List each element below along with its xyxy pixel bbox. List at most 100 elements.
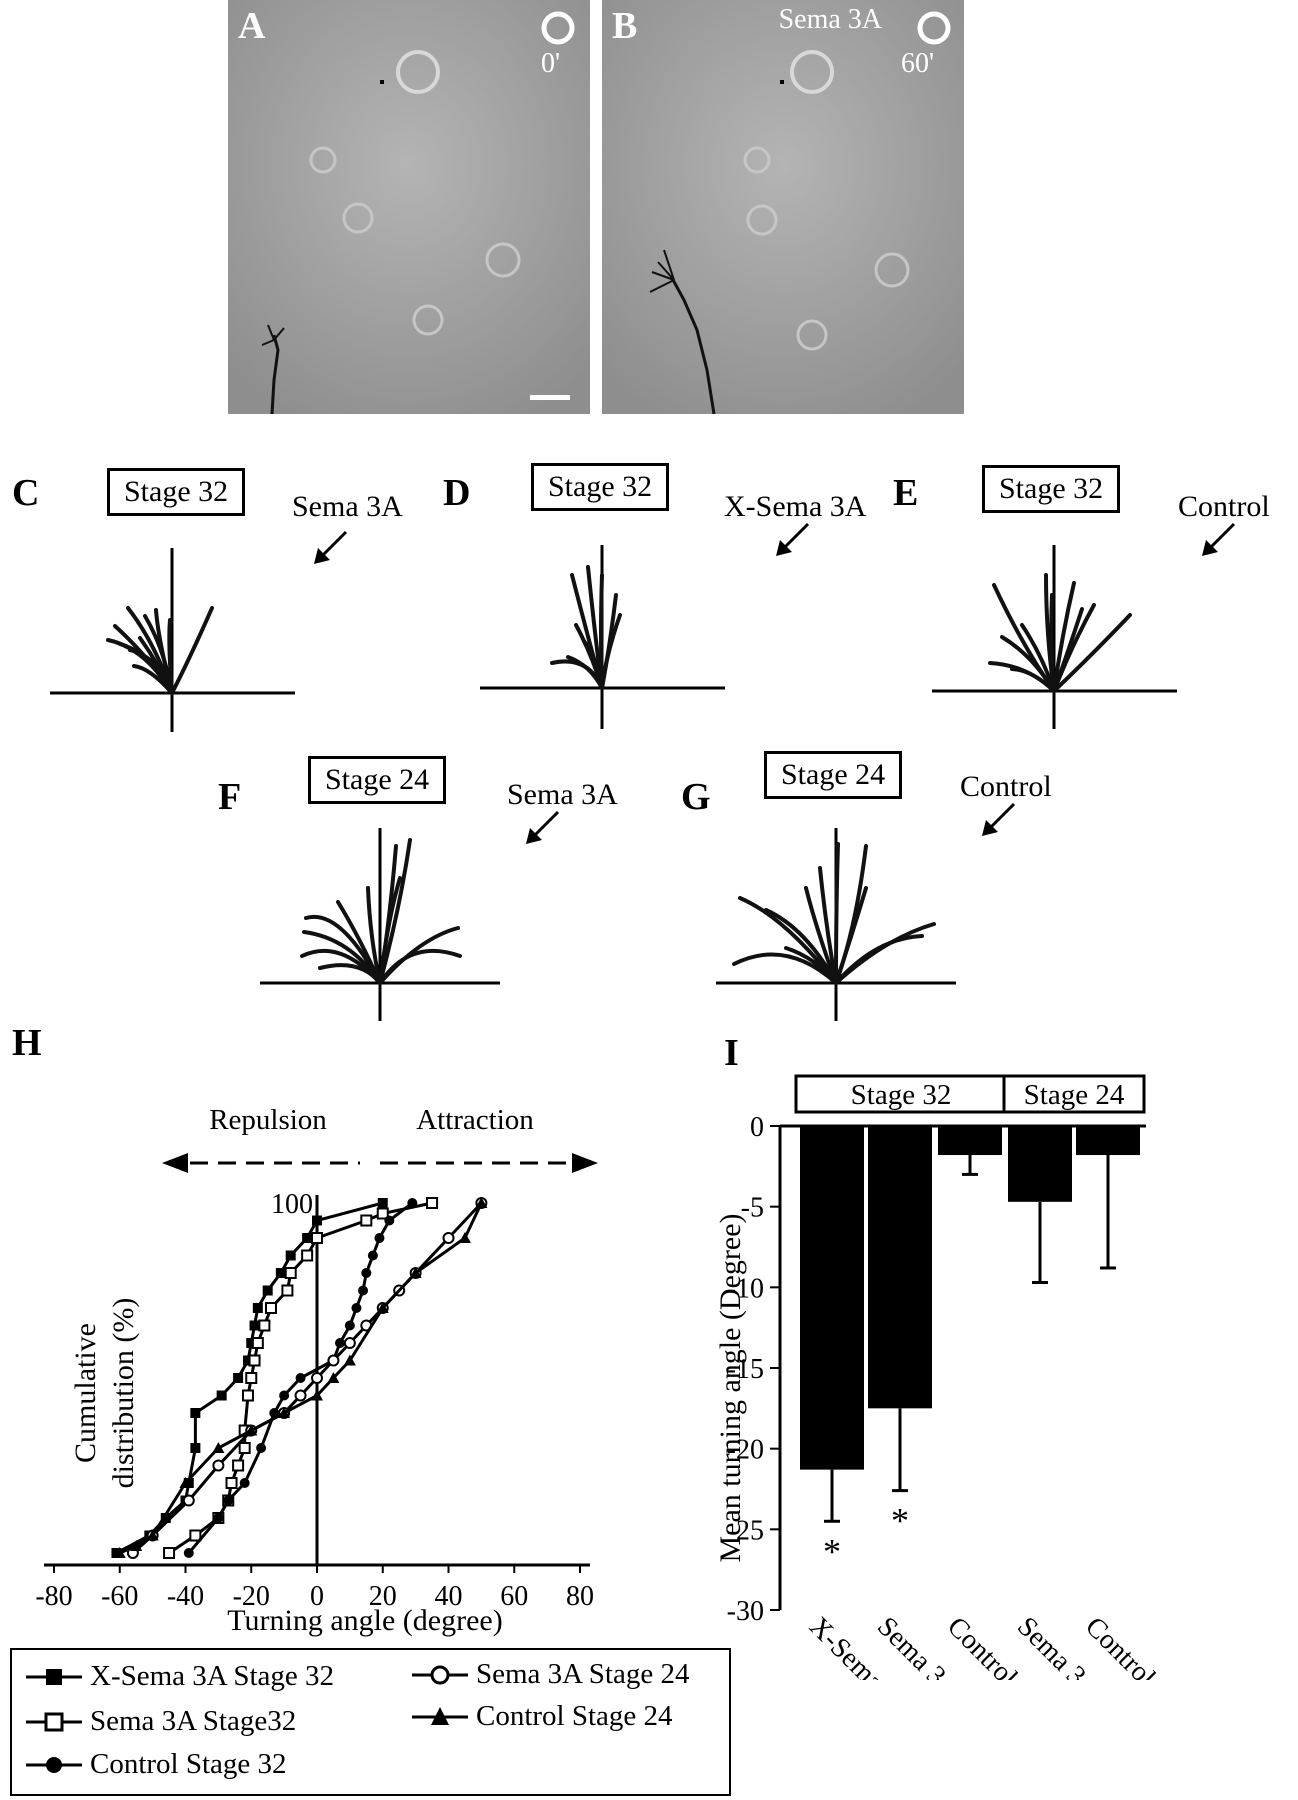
trajectory-plot-f bbox=[260, 828, 500, 1021]
micrograph-b-image bbox=[602, 0, 964, 414]
data-point bbox=[279, 1390, 290, 1401]
x-tick-label: -80 bbox=[35, 1581, 72, 1612]
y-tick-label: -25 bbox=[727, 1515, 764, 1546]
time-label-a: 0' bbox=[540, 48, 560, 79]
condition-label-f: Sema 3A bbox=[507, 778, 618, 811]
condition-label-g: Control bbox=[960, 770, 1052, 803]
data-point bbox=[233, 1373, 244, 1383]
attraction-label: Attraction bbox=[416, 1104, 534, 1136]
panel-label-g: G bbox=[681, 776, 711, 818]
trajectory-plot-e bbox=[932, 545, 1177, 729]
legend-item-sema3a-stage32: Sema 3A Stage32 bbox=[24, 1705, 296, 1738]
open-square-marker-icon bbox=[26, 1712, 82, 1731]
legend-label: Control Stage 32 bbox=[90, 1748, 287, 1780]
micrograph-b: B Sema 3A 60' bbox=[602, 0, 964, 414]
data-point bbox=[426, 1197, 439, 1209]
bar bbox=[938, 1126, 1002, 1156]
data-point bbox=[376, 1207, 389, 1220]
x-tick-label: -60 bbox=[101, 1581, 138, 1612]
data-point bbox=[278, 1407, 291, 1418]
data-point bbox=[311, 1389, 323, 1401]
attraction-arrowhead bbox=[572, 1153, 598, 1173]
data-point bbox=[216, 1390, 227, 1401]
data-point bbox=[179, 1477, 192, 1488]
repulsion-arrowhead bbox=[162, 1153, 188, 1173]
legend-label: X-Sema 3A Stage 32 bbox=[90, 1660, 335, 1692]
filled-triangle-marker-icon bbox=[412, 1706, 468, 1725]
data-point bbox=[343, 1337, 356, 1349]
data-point bbox=[409, 1267, 422, 1278]
data-point bbox=[183, 1478, 194, 1488]
bar bbox=[1076, 1126, 1140, 1156]
category-label: Control bbox=[941, 1611, 1024, 1680]
stage-box-c: Stage 32 bbox=[107, 468, 246, 516]
data-point bbox=[241, 1389, 254, 1402]
y-tick-label: -10 bbox=[727, 1273, 764, 1304]
data-point bbox=[262, 1285, 273, 1296]
data-point bbox=[249, 1320, 260, 1331]
data-point bbox=[189, 1529, 202, 1542]
repulsion-label: Repulsion bbox=[209, 1104, 327, 1136]
data-point bbox=[301, 1249, 314, 1262]
data-point bbox=[294, 1389, 307, 1402]
open-circle-marker-icon bbox=[412, 1665, 468, 1684]
data-point bbox=[312, 1215, 322, 1226]
data-point bbox=[335, 1338, 346, 1348]
legend-item-x-sema3a-stage32: X-Sema 3A Stage 32 bbox=[24, 1660, 334, 1693]
data-point bbox=[442, 1232, 455, 1244]
x-tick-label: 0 bbox=[310, 1581, 324, 1612]
data-point bbox=[111, 1548, 122, 1558]
group-label: Stage 32 bbox=[851, 1079, 952, 1111]
data-point bbox=[252, 1303, 263, 1313]
condition-label-d: X-Sema 3A bbox=[724, 490, 867, 523]
bar bbox=[868, 1126, 932, 1409]
x-tick-label: 80 bbox=[566, 1581, 594, 1612]
data-point bbox=[311, 1232, 323, 1244]
data-point bbox=[377, 1198, 388, 1208]
data-point bbox=[311, 1372, 323, 1384]
data-point bbox=[258, 1319, 271, 1332]
data-point bbox=[225, 1477, 238, 1489]
micrograph-a-image bbox=[228, 0, 590, 414]
data-point bbox=[223, 1495, 234, 1506]
gradient-arrow-e bbox=[1202, 522, 1236, 556]
panel-label-e: E bbox=[893, 472, 919, 514]
group-box-0 bbox=[794, 1074, 1008, 1114]
data-point bbox=[374, 1233, 385, 1243]
gradient-arrow-f bbox=[526, 810, 560, 844]
stage-box-e: Stage 32 bbox=[982, 465, 1121, 513]
treatment-label-b: Sema 3A bbox=[778, 4, 882, 35]
data-point bbox=[361, 1268, 372, 1278]
stage-box-g: Stage 24 bbox=[764, 751, 903, 799]
trajectory-plot-c bbox=[50, 548, 295, 732]
significance-star: * bbox=[823, 1531, 841, 1571]
y-tick-label: -15 bbox=[727, 1354, 764, 1385]
data-point bbox=[146, 1529, 159, 1541]
filled-square-marker-icon bbox=[26, 1668, 82, 1685]
panel-label-d: D bbox=[443, 472, 471, 514]
significance-star: * bbox=[891, 1501, 909, 1541]
chart-i: Mean turning angle (Degree) 0 -5 -10 -15 -20… bbox=[714, 1074, 1162, 1680]
stage-box-f: Stage 24 bbox=[308, 756, 447, 804]
legend: X-Sema 3A Stage 32 Sema 3A Stage32 Contr… bbox=[10, 1648, 731, 1796]
bar bbox=[1008, 1126, 1072, 1202]
data-point bbox=[251, 1337, 264, 1349]
data-point bbox=[295, 1373, 306, 1383]
chart-h: Repulsion Attraction Cumulative distribu… bbox=[35, 1104, 598, 1637]
panel-label-i: I bbox=[724, 1032, 739, 1074]
data-point bbox=[284, 1267, 297, 1279]
data-point bbox=[212, 1459, 225, 1472]
legend-label: Control Stage 24 bbox=[476, 1700, 673, 1732]
data-point bbox=[232, 1459, 245, 1472]
x-tick-label: -20 bbox=[233, 1581, 270, 1612]
legend-item-sema3a-stage24: Sema 3A Stage 24 bbox=[410, 1658, 689, 1691]
y-axis-label-line-1: Cumulative bbox=[69, 1323, 102, 1463]
panel-label-b: B bbox=[612, 5, 638, 47]
panel-label-f: F bbox=[218, 776, 242, 818]
data-point bbox=[183, 1548, 194, 1558]
data-point bbox=[182, 1494, 195, 1507]
bar bbox=[800, 1126, 864, 1470]
data-point bbox=[344, 1320, 355, 1331]
data-point bbox=[242, 1355, 253, 1366]
x-tick-label: -40 bbox=[167, 1581, 204, 1612]
